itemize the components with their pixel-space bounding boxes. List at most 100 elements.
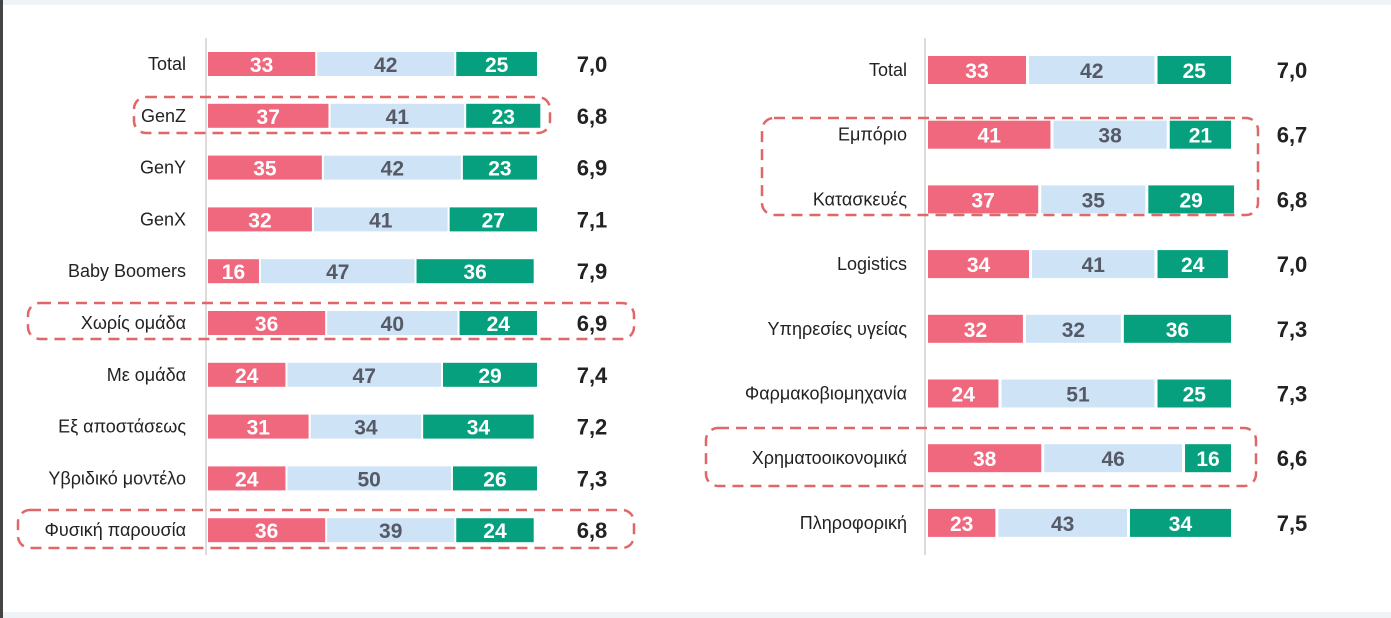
left-bar-neutral-cat-7 bbox=[310, 414, 422, 439]
left-value-label-negative-genx: 32 bbox=[248, 209, 271, 232]
right-score-cat-5: 7,3 bbox=[1277, 382, 1308, 407]
right-bar-negative-cat-6 bbox=[928, 444, 1042, 473]
left-bar-neutral-genz bbox=[330, 103, 465, 128]
left-value-label-negative-cat-5: 36 bbox=[255, 313, 278, 336]
left-value-label-negative-cat-6: 24 bbox=[235, 365, 259, 388]
left-highlight-box-2 bbox=[26, 301, 636, 341]
right-bar-negative-logistics bbox=[928, 250, 1030, 279]
right-score-total: 7,0 bbox=[1277, 58, 1308, 83]
left-bar-positive-cat-5 bbox=[459, 311, 537, 335]
left-bar-negative-genz bbox=[208, 103, 329, 128]
left-bar-positive-cat-7 bbox=[423, 414, 534, 439]
top-band bbox=[0, 0, 1391, 5]
left-value-label-positive-cat-9: 24 bbox=[483, 520, 507, 543]
right-highlight-box-2 bbox=[704, 426, 1258, 488]
left-bar-positive-total bbox=[456, 52, 537, 76]
left-category-label-cat-8: Υβριδικό μοντέλο bbox=[48, 468, 186, 488]
left-value-label-negative-cat-8: 24 bbox=[235, 468, 259, 491]
left-bar-neutral-total bbox=[317, 52, 455, 76]
right-value-label-positive-cat-7: 34 bbox=[1169, 513, 1193, 536]
left-bar-positive-geny bbox=[462, 155, 537, 180]
left-bar-negative-geny bbox=[208, 155, 322, 180]
left-category-label-cat-5: Χωρίς ομάδα bbox=[81, 313, 186, 333]
left-value-label-negative-baby-boomers: 16 bbox=[222, 261, 245, 284]
right-bar-positive-cat-5 bbox=[1157, 379, 1231, 408]
left-value-label-positive-baby-boomers: 36 bbox=[463, 261, 486, 284]
right-highlight-box-1 bbox=[760, 116, 1260, 217]
right-bar-positive-cat-6 bbox=[1185, 444, 1231, 473]
right-value-label-positive-cat-1: 21 bbox=[1189, 125, 1213, 148]
right-value-label-neutral-cat-6: 46 bbox=[1101, 448, 1124, 471]
right-bar-negative-cat-2 bbox=[928, 185, 1039, 214]
right-category-label-cat-6: Χρηματοοικονομικά bbox=[752, 448, 907, 468]
left-score-cat-9: 6,8 bbox=[577, 518, 608, 543]
right-bar-negative-cat-1 bbox=[928, 120, 1051, 149]
right-value-label-neutral-cat-5: 51 bbox=[1066, 384, 1090, 407]
left-category-label-baby-boomers: Baby Boomers bbox=[68, 261, 186, 281]
right-value-label-neutral-cat-4: 32 bbox=[1062, 319, 1085, 342]
right-value-label-negative-cat-1: 41 bbox=[978, 125, 1002, 148]
right-bar-positive-total bbox=[1157, 56, 1231, 84]
left-bar-neutral-cat-6 bbox=[287, 362, 442, 387]
left-bar-neutral-cat-5 bbox=[327, 311, 458, 335]
right-bar-positive-cat-7 bbox=[1129, 508, 1231, 537]
left-category-label-geny: GenY bbox=[140, 158, 186, 178]
right-bar-neutral-cat-2 bbox=[1041, 185, 1146, 214]
right-value-label-neutral-cat-7: 43 bbox=[1051, 513, 1074, 536]
right-score-logistics: 7,0 bbox=[1277, 252, 1308, 277]
left-value-label-neutral-cat-9: 39 bbox=[379, 520, 402, 543]
right-score-cat-4: 7,3 bbox=[1277, 317, 1308, 342]
right-value-label-positive-cat-2: 29 bbox=[1180, 189, 1203, 212]
bottom-band bbox=[0, 612, 1391, 618]
left-category-label-cat-9: Φυσική παρουσία bbox=[44, 520, 186, 540]
window-left-edge bbox=[0, 0, 3, 618]
right-bar-negative-cat-4 bbox=[928, 314, 1023, 343]
left-value-label-positive-geny: 23 bbox=[488, 158, 511, 181]
right-value-label-negative-cat-6: 38 bbox=[973, 448, 997, 471]
right-value-label-negative-total: 33 bbox=[965, 60, 988, 83]
right-bar-positive-cat-2 bbox=[1148, 185, 1235, 214]
left-value-label-negative-genz: 37 bbox=[257, 106, 280, 129]
left-value-label-neutral-cat-8: 50 bbox=[358, 468, 381, 491]
left-value-label-neutral-baby-boomers: 47 bbox=[326, 261, 349, 284]
right-bar-neutral-cat-6 bbox=[1044, 444, 1183, 473]
left-score-genx: 7,1 bbox=[577, 207, 608, 232]
left-bar-negative-cat-6 bbox=[208, 362, 286, 387]
right-category-label-cat-7: Πληροφορική bbox=[800, 513, 907, 533]
left-bar-neutral-geny bbox=[323, 155, 461, 180]
left-highlight-box-1 bbox=[132, 95, 552, 135]
left-category-label-genz: GenZ bbox=[141, 106, 186, 126]
left-bar-positive-genz bbox=[466, 103, 541, 128]
left-category-label-cat-7: Εξ αποστάσεως bbox=[58, 417, 186, 437]
left-value-label-positive-cat-8: 26 bbox=[483, 468, 506, 491]
left-bar-positive-genx bbox=[449, 207, 537, 232]
right-value-label-negative-cat-7: 23 bbox=[950, 513, 973, 536]
right-value-label-positive-cat-6: 16 bbox=[1196, 448, 1219, 471]
right-category-label-cat-1: Εμπόριο bbox=[838, 125, 907, 145]
right-value-label-negative-cat-4: 32 bbox=[964, 319, 987, 342]
left-value-label-negative-geny: 35 bbox=[253, 158, 277, 181]
right-category-label-logistics: Logistics bbox=[837, 254, 907, 274]
left-bar-negative-cat-9 bbox=[208, 518, 326, 543]
left-value-label-positive-genx: 27 bbox=[482, 209, 505, 232]
left-value-label-positive-cat-5: 24 bbox=[487, 313, 511, 336]
left-value-label-positive-total: 25 bbox=[485, 54, 509, 77]
right-category-label-total: Total bbox=[869, 60, 907, 80]
right-score-cat-7: 7,5 bbox=[1277, 511, 1308, 536]
right-value-label-positive-cat-5: 25 bbox=[1183, 384, 1207, 407]
left-value-label-positive-cat-7: 34 bbox=[467, 417, 491, 440]
right-value-label-negative-cat-5: 24 bbox=[952, 384, 976, 407]
right-bar-neutral-cat-4 bbox=[1025, 314, 1121, 343]
left-score-cat-8: 7,3 bbox=[577, 466, 608, 491]
left-bar-negative-cat-7 bbox=[208, 414, 309, 439]
left-score-baby-boomers: 7,9 bbox=[577, 259, 608, 284]
right-value-label-negative-logistics: 34 bbox=[967, 254, 991, 277]
left-score-total: 7,0 bbox=[577, 52, 608, 77]
right-score-cat-1: 6,7 bbox=[1277, 123, 1308, 148]
left-category-label-cat-6: Με ομάδα bbox=[107, 365, 186, 385]
left-value-label-neutral-genx: 41 bbox=[369, 209, 393, 232]
left-score-genz: 6,8 bbox=[577, 104, 608, 129]
left-bar-neutral-cat-8 bbox=[287, 466, 451, 491]
left-value-label-negative-cat-9: 36 bbox=[255, 520, 278, 543]
left-value-label-negative-total: 33 bbox=[250, 54, 273, 77]
